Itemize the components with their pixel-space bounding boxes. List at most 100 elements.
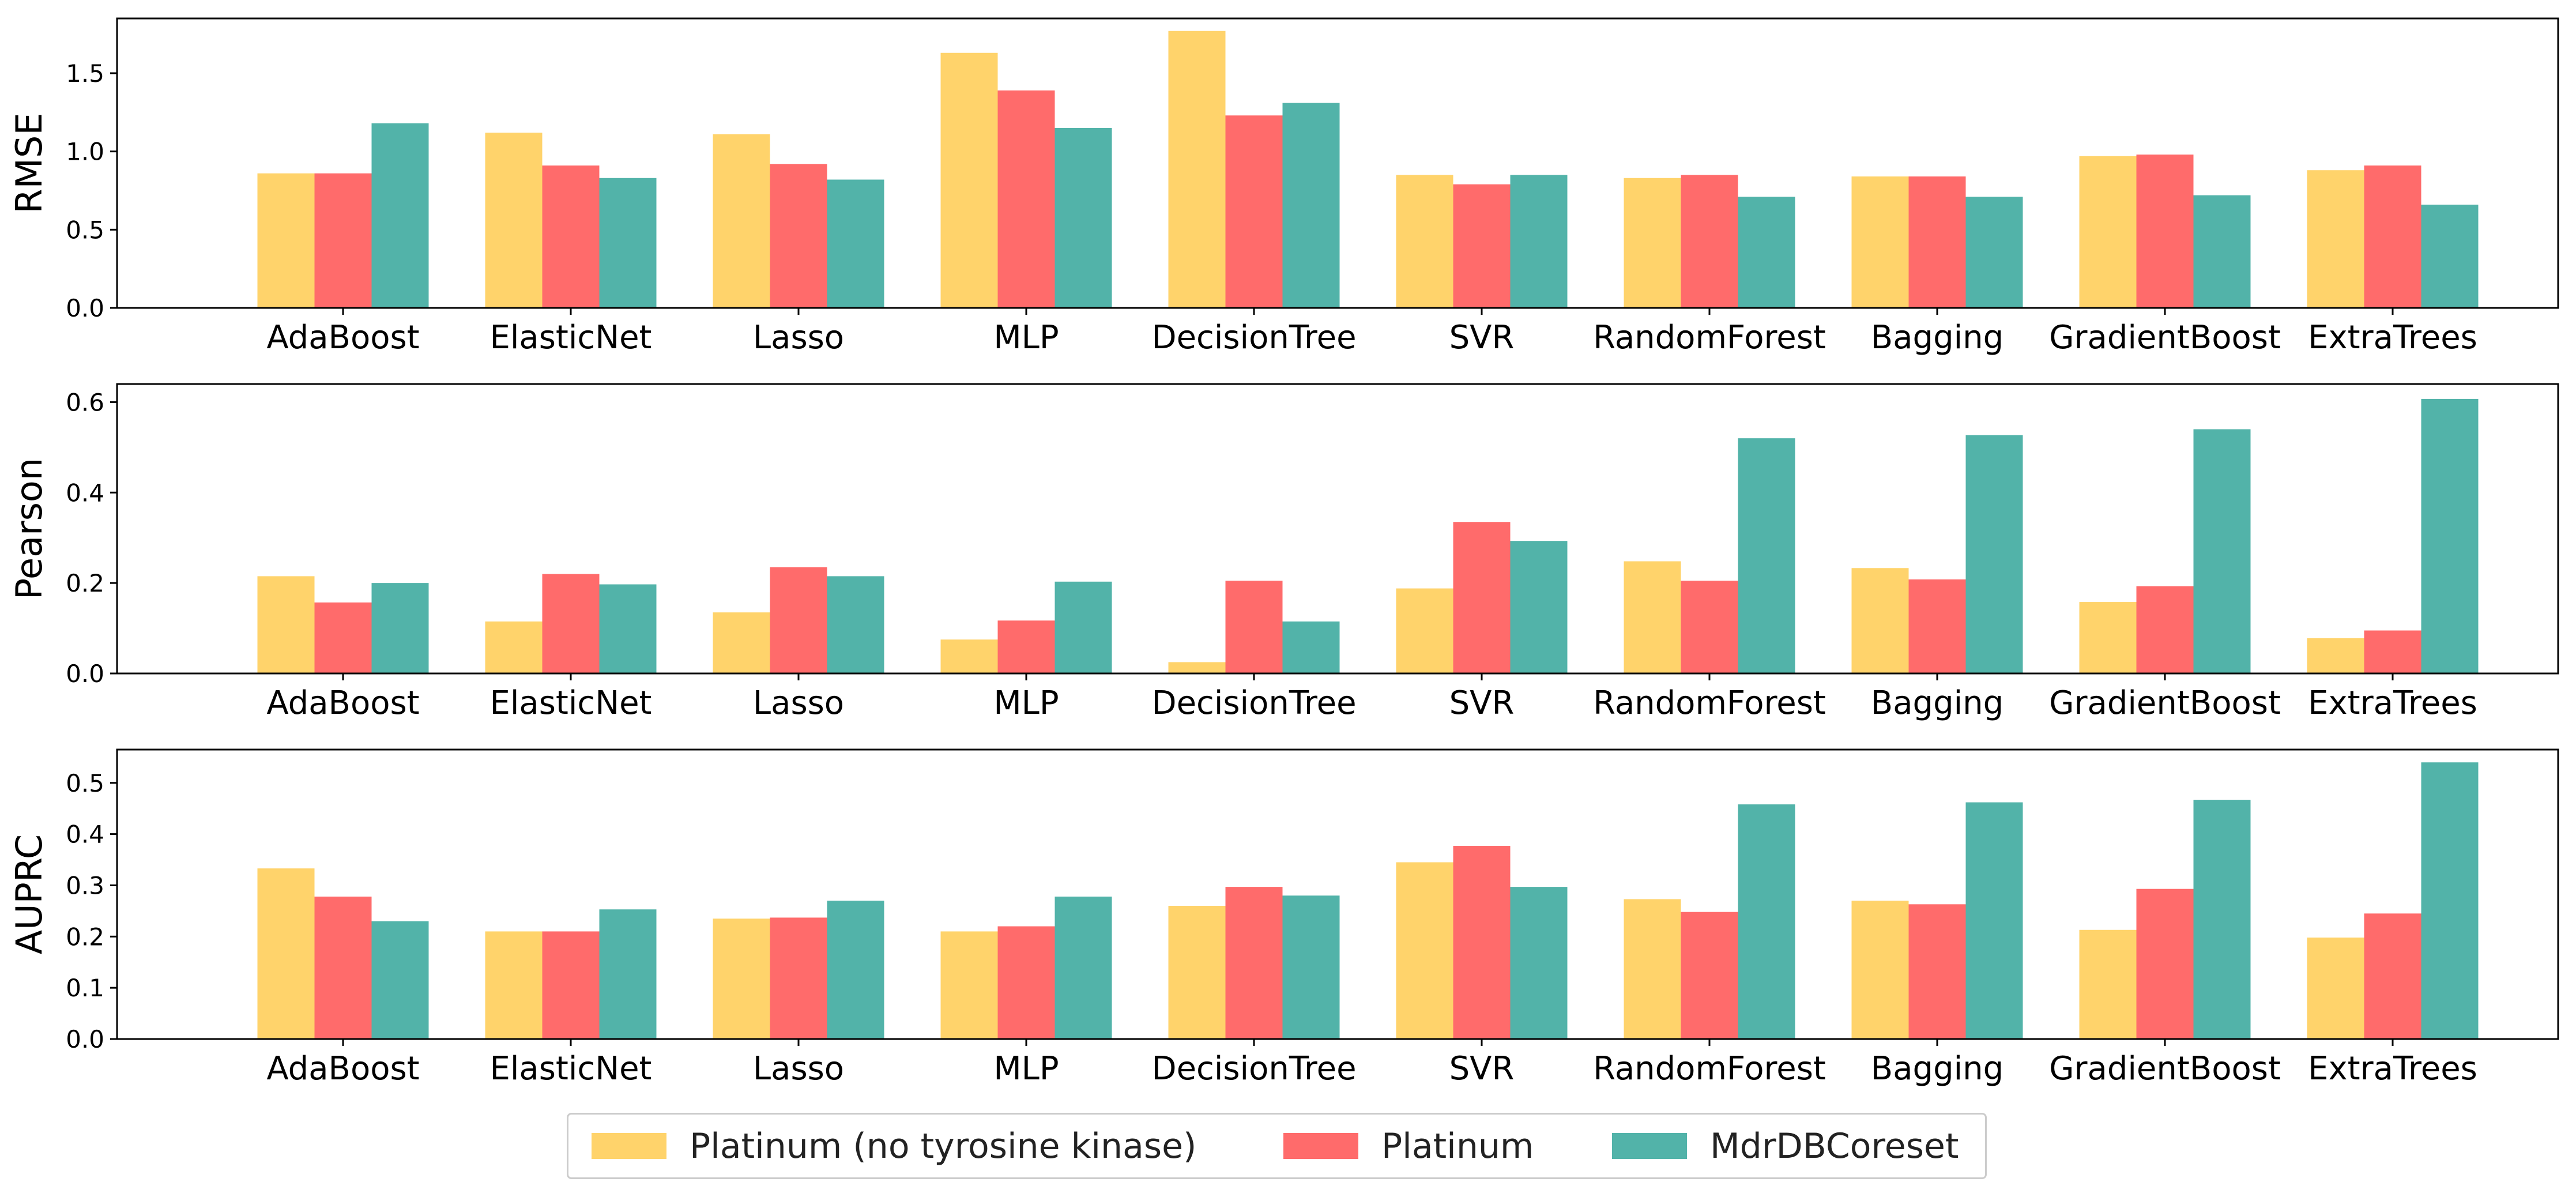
y-tick-label: 0.0 (66, 294, 104, 322)
bar-decisiontree-series-1 (1225, 581, 1283, 673)
panel-pearson: AdaBoost ElasticNet Lasso MLP DecisionTree SV… (8, 383, 2559, 722)
legend-item-platinum: Platinum (1283, 1115, 1534, 1177)
bar-adaboost-series-1 (314, 896, 372, 1039)
x-tick-label: Bagging (1871, 319, 2003, 356)
bar-adaboost-series-1 (314, 602, 372, 673)
bar-gradientboost-series-1 (2136, 586, 2194, 673)
panel-auprc: AdaBoost ElasticNet Lasso MLP DecisionTree SV… (8, 748, 2559, 1087)
bar-bagging-series-2 (1965, 197, 2023, 308)
legend-item-mdrdbcoreset: MdrDBCoreset (1612, 1115, 1959, 1177)
bar-elasticnet-series-1 (542, 165, 600, 308)
x-tick-label: ExtraTrees (2308, 319, 2477, 356)
bar-elasticnet-series-2 (599, 909, 657, 1039)
y-tick-label: 0.2 (66, 569, 104, 597)
bar-adaboost-series-1 (314, 173, 372, 308)
bar-lasso-series-0 (713, 919, 770, 1039)
bar-elasticnet-series-1 (542, 574, 600, 673)
bar-mlp-series-1 (997, 926, 1055, 1039)
bar-mlp-series-2 (1054, 581, 1112, 673)
bar-randomforest-series-2 (1738, 804, 1795, 1039)
bar-bagging-series-1 (1908, 176, 1966, 308)
bar-mlp-series-2 (1054, 896, 1112, 1039)
bar-extratrees-series-0 (2307, 938, 2364, 1039)
bar-decisiontree-series-0 (1168, 31, 1226, 308)
bar-lasso-series-2 (827, 576, 884, 673)
legend-label-platinum-no-tk: Platinum (no tyrosine kinase) (690, 1126, 1197, 1166)
legend-swatch-platinum-no-tk (592, 1133, 666, 1159)
x-tick-label: RandomForest (1593, 684, 1826, 722)
panel-rmse: AdaBoost ElasticNet Lasso MLP DecisionTree SV… (8, 17, 2559, 356)
bar-lasso-series-1 (770, 567, 827, 673)
y-tick-label: 1.0 (66, 138, 104, 166)
bar-mlp-series-0 (940, 52, 998, 308)
bar-lasso-series-1 (770, 917, 827, 1039)
bar-gradientboost-series-0 (2079, 602, 2137, 673)
y-tick-label: 0.1 (66, 974, 104, 1002)
bar-elasticnet-series-0 (485, 931, 543, 1039)
bar-extratrees-series-1 (2364, 165, 2421, 308)
x-tick-label: Bagging (1871, 684, 2003, 722)
bar-mlp-series-0 (940, 639, 998, 673)
bar-svr-series-2 (1510, 887, 1568, 1039)
bar-bagging-series-1 (1908, 904, 1966, 1039)
bar-gradientboost-series-2 (2193, 800, 2251, 1039)
axes-frame (116, 383, 2559, 675)
bar-bagging-series-0 (1851, 901, 1909, 1039)
x-tick-label: AdaBoost (266, 684, 419, 722)
bar-mlp-series-1 (997, 620, 1055, 673)
bar-randomforest-series-0 (1624, 561, 1681, 673)
bar-adaboost-series-0 (257, 173, 315, 308)
bar-randomforest-series-0 (1624, 899, 1681, 1039)
bar-lasso-series-1 (770, 164, 827, 308)
bar-mlp-series-0 (940, 931, 998, 1039)
x-tick-label: RandomForest (1593, 1050, 1826, 1087)
bar-adaboost-series-2 (371, 921, 429, 1039)
bar-extratrees-series-1 (2364, 913, 2421, 1039)
legend-swatch-mdrdbcoreset (1612, 1133, 1687, 1159)
axes-frame (116, 17, 2559, 309)
x-tick-label: ElasticNet (489, 319, 651, 356)
bar-gradientboost-series-2 (2193, 195, 2251, 308)
bar-randomforest-series-2 (1738, 197, 1795, 308)
y-tick-label: 0.4 (66, 820, 104, 849)
bar-randomforest-series-1 (1681, 581, 1738, 673)
bar-gradientboost-series-2 (2193, 429, 2251, 673)
x-tick-label: MLP (993, 1050, 1059, 1087)
x-tick-label: GradientBoost (2049, 319, 2281, 356)
y-tick-label: 1.5 (66, 59, 104, 88)
bar-adaboost-series-0 (257, 576, 315, 673)
bar-randomforest-series-2 (1738, 438, 1795, 673)
x-tick-label: Bagging (1871, 1050, 2003, 1087)
bar-randomforest-series-1 (1681, 175, 1738, 308)
bar-bagging-series-2 (1965, 802, 2023, 1039)
bar-decisiontree-series-0 (1168, 905, 1226, 1039)
bar-bagging-series-0 (1851, 176, 1909, 308)
bar-svr-series-2 (1510, 175, 1568, 308)
x-tick-label: Lasso (753, 684, 844, 722)
x-tick-label: MLP (993, 319, 1059, 356)
x-tick-label: DecisionTree (1151, 1050, 1356, 1087)
bar-lasso-series-0 (713, 134, 770, 308)
x-tick-label: ExtraTrees (2308, 1050, 2477, 1087)
x-tick-label: AdaBoost (266, 1050, 419, 1087)
y-axis-label: Pearson (8, 458, 50, 600)
x-tick-label: GradientBoost (2049, 684, 2281, 722)
bar-bagging-series-0 (1851, 568, 1909, 673)
y-tick-label: 0.2 (66, 923, 104, 951)
legend-label-platinum: Platinum (1381, 1126, 1534, 1166)
x-tick-label: ElasticNet (489, 1050, 651, 1087)
bar-svr-series-0 (1396, 175, 1453, 308)
bar-svr-series-1 (1453, 522, 1511, 673)
bar-lasso-series-0 (713, 612, 770, 673)
bar-decisiontree-series-0 (1168, 662, 1226, 673)
bar-elasticnet-series-0 (485, 133, 543, 308)
bar-svr-series-1 (1453, 846, 1511, 1039)
bar-gradientboost-series-0 (2079, 929, 2137, 1039)
bar-extratrees-series-0 (2307, 170, 2364, 308)
bar-adaboost-series-2 (371, 123, 429, 308)
bar-svr-series-0 (1396, 862, 1453, 1039)
x-tick-label: SVR (1449, 684, 1515, 722)
x-tick-label: SVR (1449, 319, 1515, 356)
bar-decisiontree-series-2 (1282, 103, 1340, 308)
bar-decisiontree-series-1 (1225, 115, 1283, 308)
